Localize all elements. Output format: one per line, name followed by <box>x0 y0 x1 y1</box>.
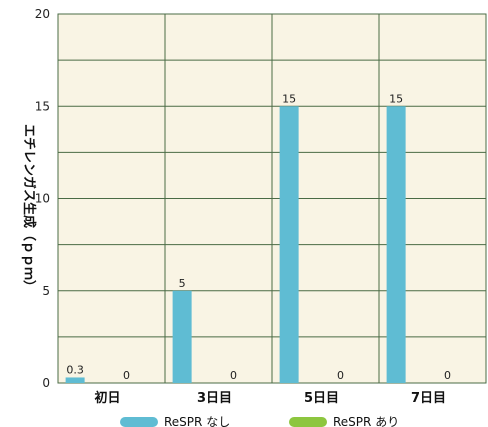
legend-swatch <box>120 417 158 427</box>
legend-swatch <box>289 417 327 427</box>
data-label: 0 <box>123 369 130 382</box>
x-tick-label: 初日 <box>94 390 120 406</box>
bar <box>279 106 299 383</box>
y-axis-label: エチレンガス生成（ｐｐｍ） <box>21 124 37 293</box>
y-tick-label: 10 <box>35 192 50 206</box>
y-tick-label: 15 <box>35 99 50 113</box>
y-tick-label: 20 <box>35 7 50 21</box>
y-axis-title: エチレンガス生成（ｐｐｍ） <box>21 124 37 293</box>
bars <box>65 106 406 383</box>
data-label: 15 <box>282 92 296 105</box>
gridlines <box>57 13 487 384</box>
x-tick-label: 3日目 <box>197 391 232 406</box>
x-tick-label: 5日目 <box>304 391 339 406</box>
x-ticks: 初日 3日目 5日目 7日目 <box>94 390 446 406</box>
x-tick-label: 7日目 <box>411 391 446 406</box>
data-label: 0.3 <box>66 363 84 376</box>
legend: ReSPR なし ReSPR あり <box>120 415 399 427</box>
data-label: 0 <box>337 369 344 382</box>
bar <box>386 106 406 383</box>
y-ticks: 0 5 10 15 20 <box>35 7 50 390</box>
data-labels: 0.3 5 15 15 0 0 0 0 <box>66 92 451 382</box>
legend-label: ReSPR あり <box>333 415 399 427</box>
data-label: 0 <box>230 369 237 382</box>
bar <box>172 290 192 383</box>
data-label: 5 <box>179 277 186 290</box>
data-label: 15 <box>389 92 403 105</box>
bar <box>65 377 85 383</box>
y-tick-label: 5 <box>42 284 50 298</box>
legend-label: ReSPR なし <box>164 415 230 427</box>
data-label: 0 <box>444 369 451 382</box>
y-tick-label: 0 <box>42 376 50 390</box>
